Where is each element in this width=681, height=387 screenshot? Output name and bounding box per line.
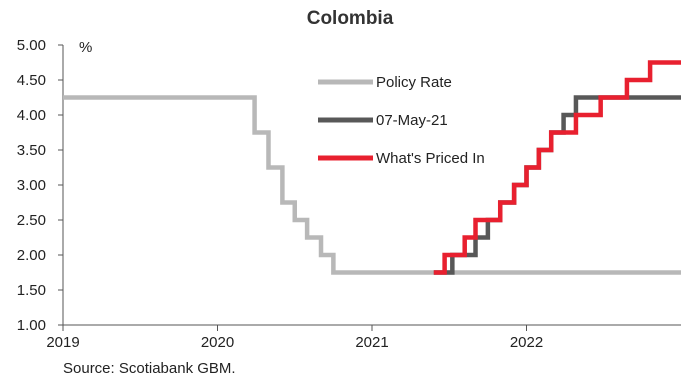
legend-label: 07-May-21 — [376, 112, 448, 129]
y-tick-label: 1.00 — [17, 317, 46, 334]
series-layer — [63, 60, 681, 275]
series-line-1 — [433, 95, 681, 275]
x-tick-label: 2022 — [510, 334, 543, 351]
series-line-2 — [433, 60, 681, 275]
chart-title: Colombia — [307, 8, 394, 29]
y-tick-label: 4.00 — [17, 107, 46, 124]
y-axis-unit: % — [79, 39, 92, 56]
y-tick-label: 5.00 — [17, 37, 46, 54]
series-line-0 — [63, 95, 681, 275]
axes: 1.00 1.50 2.00 2.50 3.00 3.50 4.00 4.50 5.00 2019… — [17, 37, 681, 351]
x-tick-label: 2020 — [201, 334, 234, 351]
source-note: Source: Scotiabank GBM. — [63, 360, 236, 377]
y-tick-label: 4.50 — [17, 72, 46, 89]
x-tick-label: 2021 — [355, 334, 388, 351]
y-tick-label: 2.00 — [17, 247, 46, 264]
x-tick-label: 2019 — [46, 334, 79, 351]
y-tick-label: 1.50 — [17, 282, 46, 299]
legend: Policy Rate 07-May-21 What's Priced In — [318, 74, 485, 167]
y-tick-label: 3.00 — [17, 177, 46, 194]
legend-label: Policy Rate — [376, 74, 452, 91]
y-tick-label: 2.50 — [17, 212, 46, 229]
legend-label: What's Priced In — [376, 150, 485, 167]
y-tick-label: 3.50 — [17, 142, 46, 159]
